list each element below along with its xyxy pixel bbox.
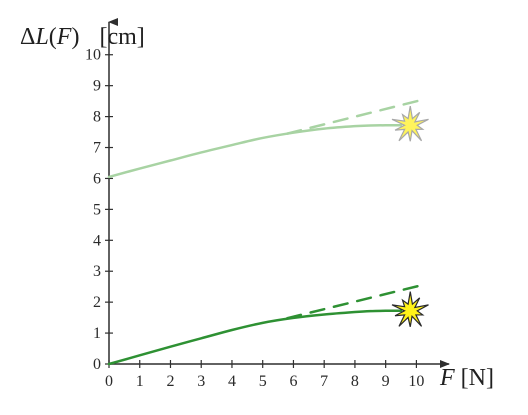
lower-burst-icon xyxy=(391,291,429,327)
y-tick-label: 3 xyxy=(93,263,101,280)
x-tick-label: 5 xyxy=(259,373,267,390)
tick-labels: 0 1 2 3 4 5 6 7 8 9 10 0 1 2 3 4 5 6 7 8 9 10 xyxy=(85,47,424,390)
y-tick-label: 2 xyxy=(93,294,101,311)
y-axis-title: ΔL(F) [cm] xyxy=(20,24,145,50)
annotations xyxy=(391,105,429,327)
x-axis-title-unit: [N] xyxy=(461,365,494,391)
y-axis-title-close-paren: ) xyxy=(71,24,79,50)
y-tick-label: 5 xyxy=(93,201,101,218)
upper-burst-icon xyxy=(391,105,429,142)
x-axis-title: F [N] xyxy=(439,365,494,391)
x-tick-label: 10 xyxy=(408,373,424,390)
x-tick-label: 9 xyxy=(382,373,390,390)
y-axis-title-open-paren: ( xyxy=(49,24,57,50)
x-tick-label: 1 xyxy=(136,373,144,390)
x-tick-label: 3 xyxy=(197,373,205,390)
upper-measured-line xyxy=(107,123,403,179)
y-tick-label: 1 xyxy=(93,325,101,342)
x-tick-label: 6 xyxy=(289,373,297,390)
x-tick-label: 2 xyxy=(166,373,174,390)
x-axis-title-variable: F xyxy=(439,365,455,391)
upper-linear-extrapolation-line xyxy=(286,97,427,135)
lower-measured-line xyxy=(107,309,403,366)
axes xyxy=(108,18,450,368)
y-tick-label: 8 xyxy=(93,109,101,126)
y-axis-title-unit: [cm] xyxy=(99,24,144,50)
x-tick-label: 8 xyxy=(351,373,359,390)
y-tick-label: 7 xyxy=(93,140,101,157)
y-tick-label: 9 xyxy=(93,78,101,95)
y-tick-label: 10 xyxy=(85,47,101,64)
y-tick-label: 6 xyxy=(93,170,101,187)
series-lines xyxy=(107,97,427,366)
tick-marks xyxy=(105,54,418,368)
y-axis-title-delta: Δ xyxy=(20,24,35,50)
x-tick-label: 0 xyxy=(105,373,113,390)
y-tick-label: 4 xyxy=(93,232,101,249)
x-tick-label: 4 xyxy=(228,373,236,390)
y-axis-title-variable: L xyxy=(34,24,48,50)
x-tick-label: 7 xyxy=(320,373,328,390)
lower-linear-extrapolation-line xyxy=(286,282,427,320)
y-tick-label: 0 xyxy=(93,356,101,373)
y-axis-title-argument: F xyxy=(56,24,72,50)
